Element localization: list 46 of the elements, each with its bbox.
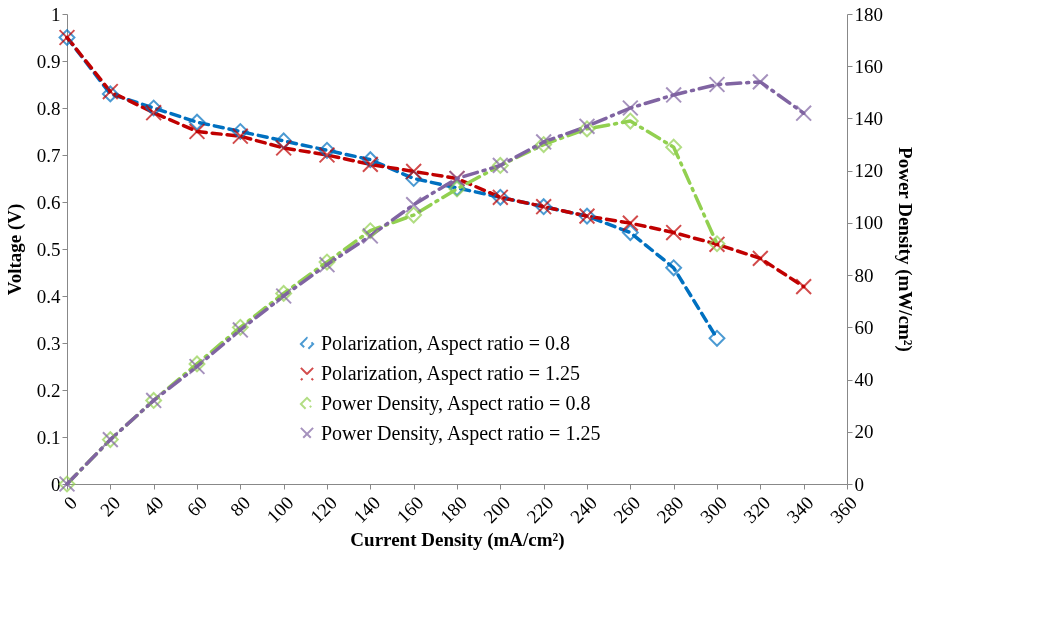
y-tick-label: 0.2 [36, 379, 61, 401]
y2-tick-label: 60 [854, 316, 874, 338]
x-tick-label: 260 [609, 492, 645, 528]
x-tick-label: 60 [182, 492, 211, 521]
y-tick-label: 0.4 [36, 285, 61, 307]
x-tick-label: 80 [225, 492, 255, 521]
y2-tick-label: 160 [854, 55, 883, 77]
y-tick-label: 0.6 [36, 191, 61, 213]
x-tick-label: 240 [565, 492, 601, 528]
legend-label: Power Density, Aspect ratio = 1.25 [321, 422, 601, 445]
y-tick-label: 0.3 [36, 332, 61, 354]
x-tick-label: 200 [479, 492, 515, 528]
y2-tick-label: 80 [854, 264, 874, 286]
x-tick-label: 220 [522, 492, 558, 528]
y-tick-label: 0.8 [36, 97, 61, 119]
x-tick-label: 160 [392, 492, 428, 528]
y2-tick-label: 0 [854, 473, 864, 495]
x-tick-label: 20 [95, 492, 125, 521]
x-axis-title: Current Density (mA/cm²) [350, 529, 565, 552]
x-tick-label: 100 [262, 492, 298, 528]
y2-tick-label: 140 [854, 107, 883, 129]
y-tick-label: 0 [51, 473, 61, 495]
legend-label: Polarization, Aspect ratio = 0.8 [321, 332, 571, 355]
y2-tick-label: 180 [854, 3, 883, 25]
y2-tick-label: 20 [854, 421, 874, 443]
y-axis-title: Voltage (V) [3, 203, 26, 296]
x-tick-label: 300 [695, 492, 731, 528]
x-tick-label: 360 [825, 492, 861, 528]
y-tick-label: 0.5 [36, 238, 61, 260]
x-tick-label: 340 [782, 492, 818, 528]
x-tick-label: 120 [305, 492, 341, 528]
y2-axis-title: Power Density (mW/cm²) [894, 147, 916, 352]
y-tick-label: 0.7 [36, 144, 61, 166]
x-tick-label: 280 [652, 492, 688, 528]
y2-tick-label: 40 [854, 369, 874, 391]
x-tick-label: 180 [435, 492, 471, 528]
y-tick-label: 0.9 [36, 50, 61, 72]
x-tick-label: 140 [349, 492, 385, 528]
x-tick-label: 40 [139, 492, 168, 521]
y2-tick-label: 100 [854, 212, 883, 234]
y2-tick-label: 120 [854, 160, 883, 182]
legend-label: Polarization, Aspect ratio = 1.25 [321, 362, 581, 385]
y-tick-label: 0.1 [36, 426, 61, 448]
x-tick-label: 320 [739, 492, 775, 528]
legend-label: Power Density, Aspect ratio = 0.8 [321, 392, 591, 415]
y-tick-label: 1 [51, 3, 61, 25]
